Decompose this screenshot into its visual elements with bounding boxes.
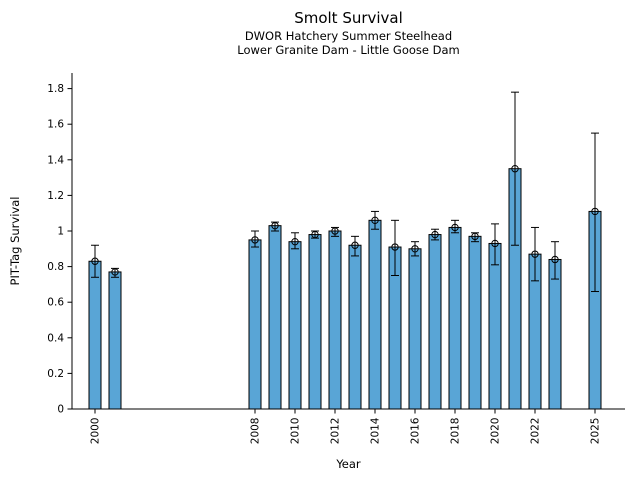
y-tick-label-0.4: 0.4	[47, 332, 64, 344]
x-tick-label-2010: 2010	[290, 418, 302, 445]
marker-2014	[371, 216, 379, 225]
y-axis-label: PIT-Tag Survival	[8, 196, 22, 286]
y-tick-label-1.8: 1.8	[47, 83, 64, 95]
x-tick-label-2022: 2022	[530, 418, 542, 445]
x-tick-label-2016: 2016	[410, 417, 422, 444]
bar-2000	[88, 260, 102, 410]
y-tick-label-1.6: 1.6	[47, 119, 64, 131]
marker-2022	[531, 250, 539, 258]
marker-2012	[331, 227, 339, 235]
x-tick-label-2008: 2008	[250, 418, 262, 445]
marker-2009	[271, 221, 279, 230]
marker-2010	[291, 237, 299, 246]
x-tick-label-2000: 2000	[90, 418, 102, 445]
marker-2025	[591, 207, 599, 216]
bar-2020	[488, 242, 502, 410]
x-tick-label-2012: 2012	[330, 418, 342, 445]
marker-2021	[511, 165, 519, 173]
y-tick-label-0.6: 0.6	[47, 297, 64, 309]
chart-title: Smolt Survival	[294, 9, 403, 27]
chart-subtitle-line2: Lower Granite Dam - Little Goose Dam	[237, 43, 460, 57]
bar-2016	[408, 248, 422, 410]
y-tick-label-1.4: 1.4	[47, 154, 64, 166]
x-axis-label: Year	[336, 457, 361, 471]
bar-2013	[348, 244, 362, 410]
bar-2023	[548, 258, 562, 410]
y-tick-label-0.8: 0.8	[47, 261, 64, 273]
marker-2011	[311, 230, 319, 239]
bar-2012	[328, 230, 342, 410]
bar-2008	[248, 239, 262, 410]
marker-2000	[91, 257, 99, 265]
y-tick-label-0: 0	[57, 404, 64, 416]
x-tick-label-2014: 2014	[370, 417, 382, 444]
x-tick-label-2025: 2025	[590, 418, 602, 445]
bar-2019	[468, 235, 482, 410]
y-tick-label-1.2: 1.2	[47, 190, 64, 202]
marker-2019	[471, 232, 479, 241]
bar-2011	[308, 234, 322, 410]
marker-2016	[411, 245, 419, 253]
x-tick-label-2018: 2018	[450, 418, 462, 445]
bar-2001	[108, 271, 122, 410]
bar-2018	[448, 226, 462, 410]
marker-2015	[391, 243, 399, 251]
marker-2020	[491, 239, 499, 248]
marker-2001	[111, 268, 119, 276]
bar-2009	[268, 225, 282, 410]
marker-2018	[451, 223, 459, 232]
y-tick-label-1: 1	[57, 226, 64, 238]
x-tick-label-2020: 2020	[490, 418, 502, 445]
marker-2017	[431, 230, 439, 239]
y-tick-label-0.2: 0.2	[47, 368, 64, 380]
marker-2013	[351, 241, 359, 249]
marker-2023	[551, 255, 559, 264]
bar-2014	[368, 219, 382, 410]
bar-2017	[428, 234, 442, 410]
chart-subtitle-line1: DWOR Hatchery Summer Steelhead	[244, 29, 453, 43]
bar-2010	[288, 241, 302, 410]
marker-2008	[251, 236, 259, 244]
